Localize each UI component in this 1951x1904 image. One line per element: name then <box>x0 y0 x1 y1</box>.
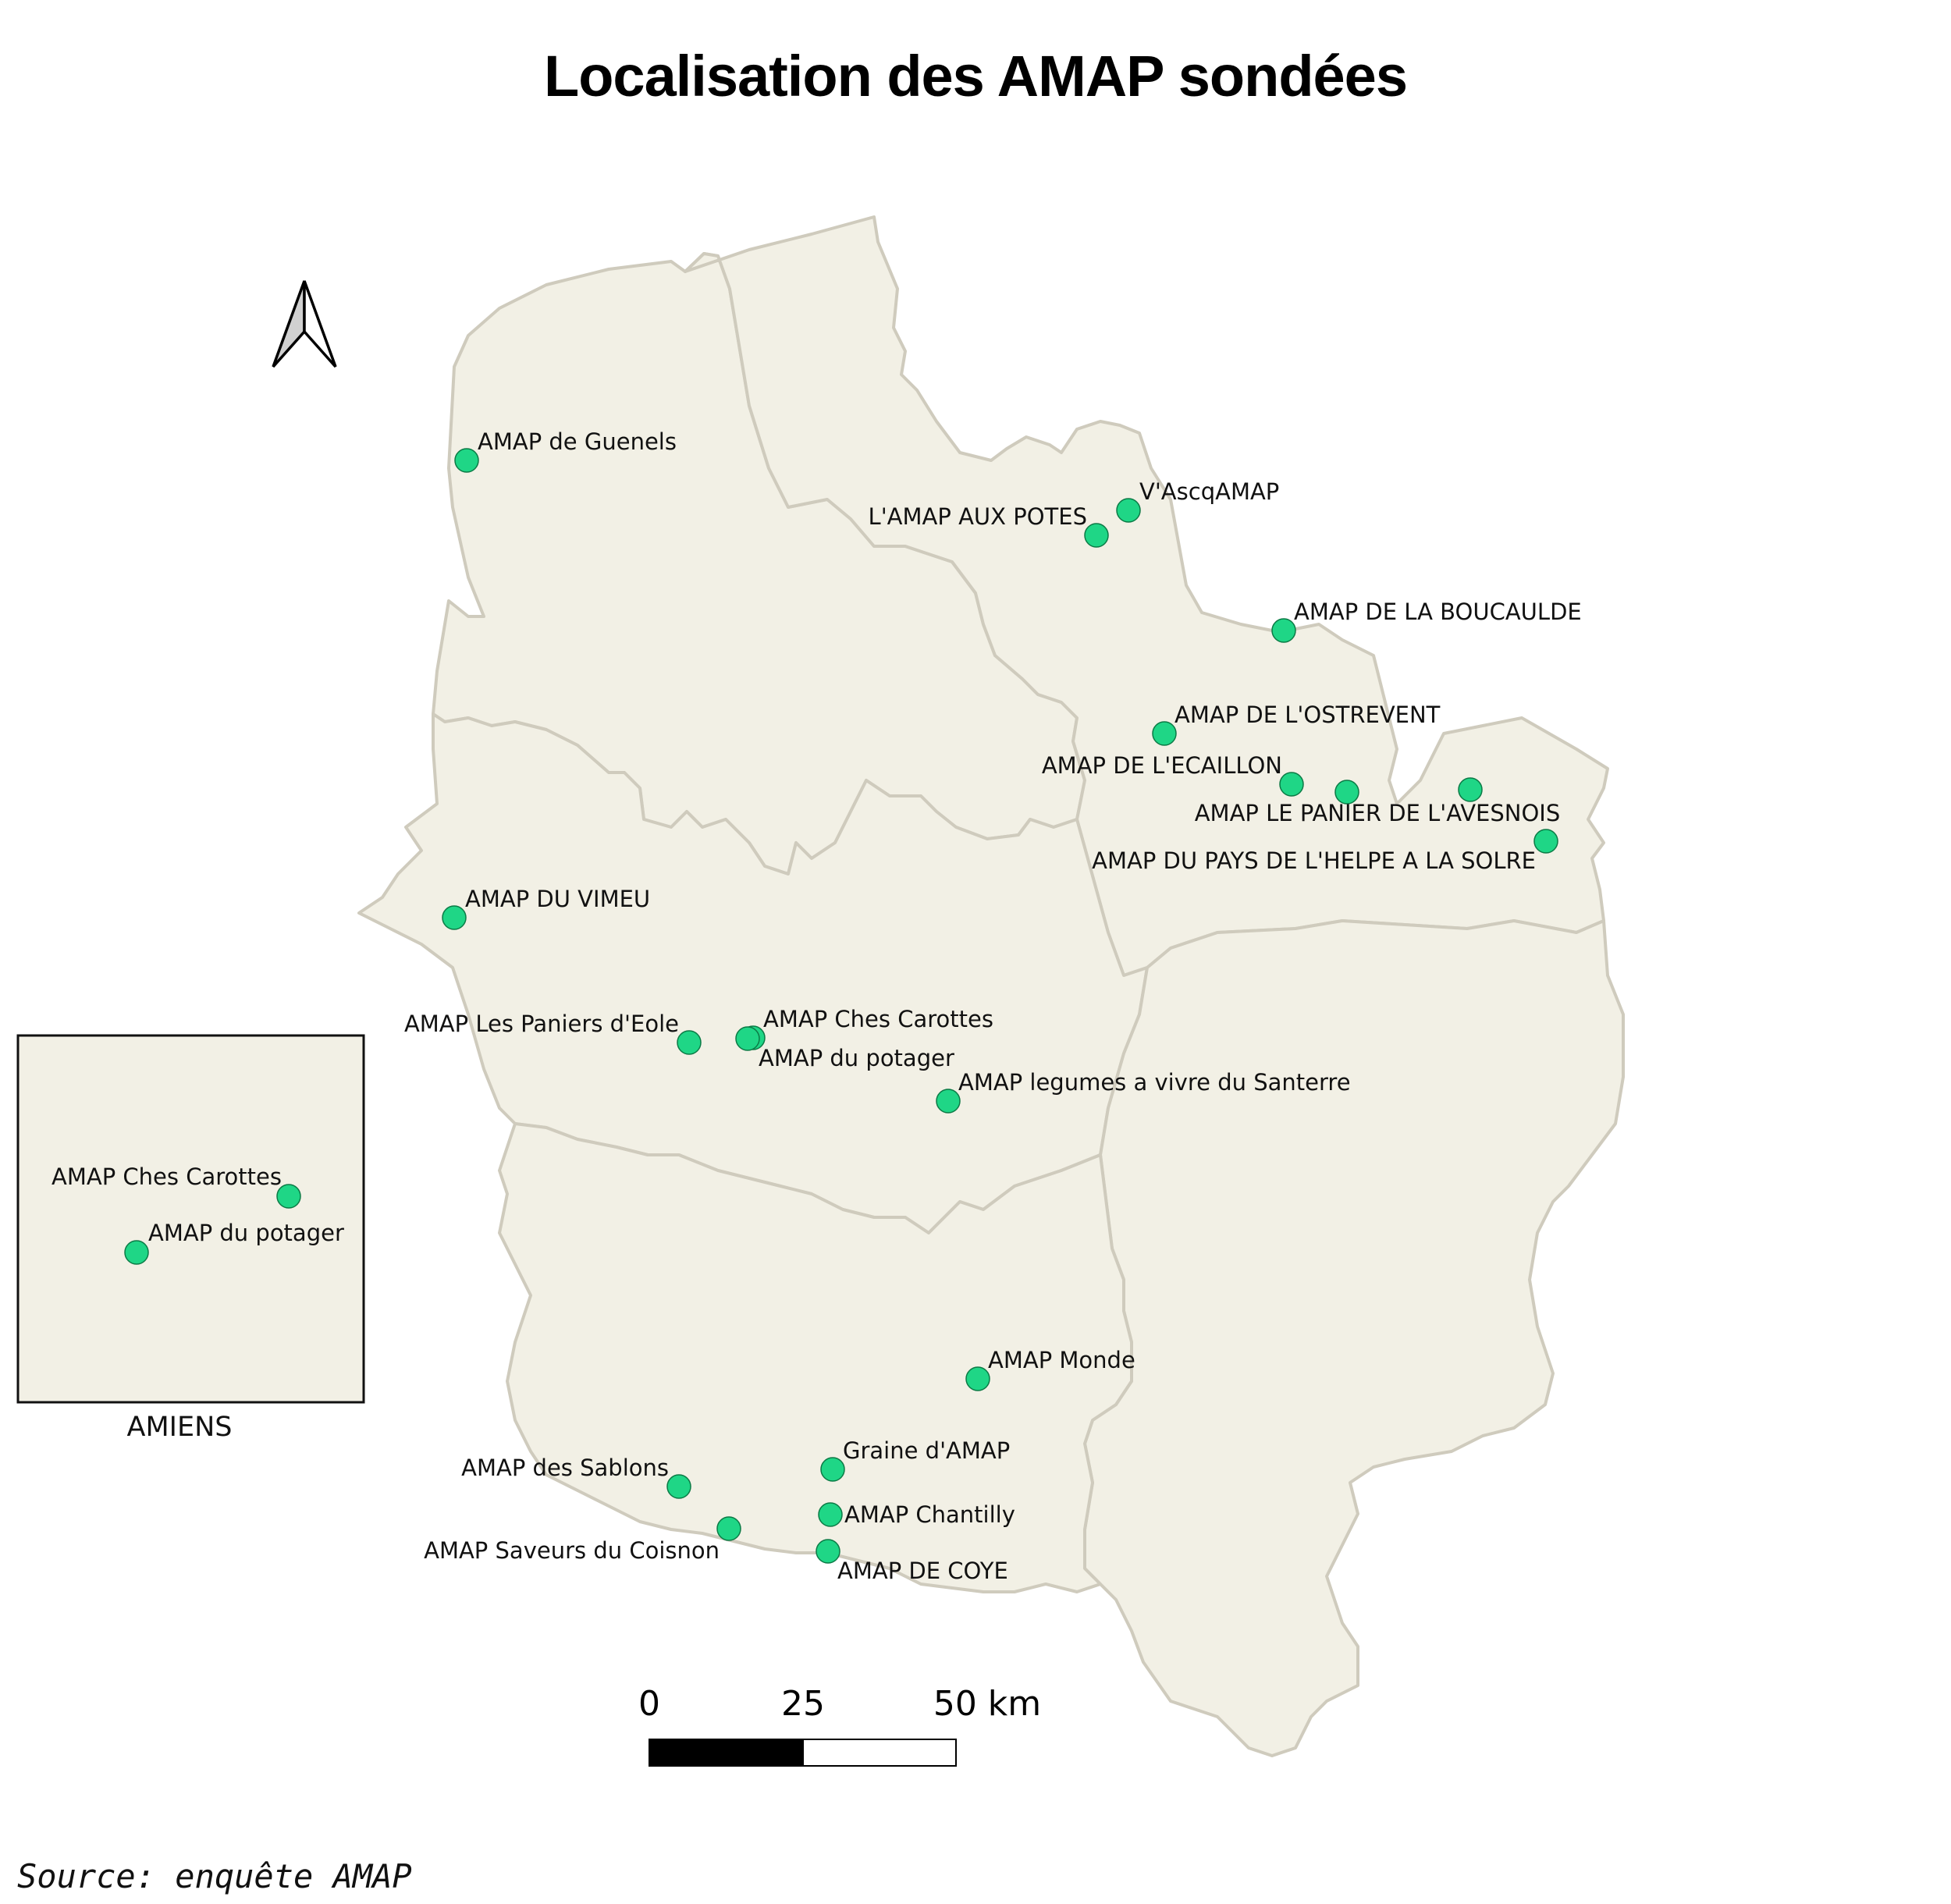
site-marker-avesnois-1[interactable] <box>1334 780 1359 805</box>
site-label-guenels: AMAP de Guenels <box>478 428 677 455</box>
site-marker-aux-potes[interactable] <box>1084 523 1109 548</box>
site-marker-avesnois-2[interactable] <box>1458 777 1483 802</box>
site-label-graine: Graine d'AMAP <box>843 1437 1010 1464</box>
scale-label-50: 50 km <box>933 1684 1041 1724</box>
site-marker-helpe[interactable] <box>1533 829 1558 854</box>
site-label-chantilly: AMAP Chantilly <box>844 1501 1015 1528</box>
site-marker-graine[interactable] <box>820 1457 845 1482</box>
site-marker-vimeu[interactable] <box>442 905 467 930</box>
site-marker-potager[interactable] <box>735 1026 760 1051</box>
site-marker-guenels[interactable] <box>454 448 479 473</box>
source-note: Source: enquête AMAP <box>17 1857 412 1895</box>
site-label-potager: AMAP du potager <box>759 1045 954 1071</box>
scale-label-25: 25 <box>781 1684 825 1724</box>
site-marker-ostrevent[interactable] <box>1152 721 1177 746</box>
site-marker-sablons[interactable] <box>666 1474 691 1499</box>
site-marker-vascq[interactable] <box>1116 498 1141 523</box>
inset-frame <box>16 1034 365 1404</box>
site-label-aux-potes: L'AMAP AUX POTES <box>869 503 1087 530</box>
site-label-vascq: V'AscqAMAP <box>1139 478 1279 505</box>
site-label-boucaulde: AMAP DE LA BOUCAULDE <box>1294 599 1582 625</box>
site-label-santerre: AMAP legumes a vivre du Santerre <box>958 1069 1351 1096</box>
scale-segment-black <box>649 1739 804 1767</box>
department-oise <box>498 1122 1133 1593</box>
inset-caption: AMIENS <box>127 1412 233 1443</box>
scale-bar: 0 25 50 km <box>638 1684 1041 1767</box>
site-label-inset-potager: AMAP du potager <box>148 1220 344 1246</box>
site-marker-monde[interactable] <box>965 1366 990 1391</box>
site-marker-ecaillon[interactable] <box>1279 772 1304 797</box>
scale-label-0: 0 <box>638 1684 660 1724</box>
site-marker-santerre[interactable] <box>936 1089 961 1114</box>
site-markers: AMAP de Guenels L'AMAP AUX POTES V'AscqA… <box>404 428 1582 1584</box>
site-label-sablons: AMAP des Sablons <box>461 1455 669 1481</box>
site-label-paniers-eole: AMAP Les Paniers d'Eole <box>404 1011 679 1037</box>
site-label-ostrevent: AMAP DE L'OSTREVENT <box>1175 702 1441 728</box>
site-label-helpe: AMAP DU PAYS DE L'HELPE A LA SOLRE <box>1092 847 1536 874</box>
inset-map: AMAP Ches Carottes AMAP du potager AMIEN… <box>16 1034 365 1443</box>
site-label-ecaillon: AMAP DE L'ECAILLON <box>1042 752 1282 779</box>
departments <box>357 215 1625 1757</box>
site-marker-boucaulde[interactable] <box>1271 618 1296 643</box>
department-aisne <box>1083 919 1625 1757</box>
site-marker-chantilly[interactable] <box>818 1502 843 1527</box>
site-label-coisnon: AMAP Saveurs du Coisnon <box>424 1537 720 1564</box>
site-marker-coye[interactable] <box>816 1539 840 1564</box>
site-marker-inset-ches-carottes[interactable] <box>276 1184 301 1209</box>
site-label-coye: AMAP DE COYE <box>837 1558 1008 1584</box>
site-label-vimeu: AMAP DU VIMEU <box>465 886 650 912</box>
scale-segment-white <box>802 1739 957 1767</box>
map-title: Localisation des AMAP sondées <box>544 44 1408 108</box>
site-label-monde: AMAP Monde <box>988 1347 1135 1373</box>
site-label-avesnois: AMAP LE PANIER DE L'AVESNOIS <box>1195 800 1561 826</box>
site-marker-inset-potager[interactable] <box>124 1240 149 1265</box>
site-label-inset-ches-carottes: AMAP Ches Carottes <box>52 1163 282 1190</box>
north-arrow-icon <box>272 280 337 368</box>
department-nord <box>684 215 1609 977</box>
site-label-ches-carottes: AMAP Ches Carottes <box>763 1006 993 1032</box>
site-marker-paniers-eole[interactable] <box>677 1030 702 1055</box>
site-marker-coisnon[interactable] <box>716 1516 741 1541</box>
